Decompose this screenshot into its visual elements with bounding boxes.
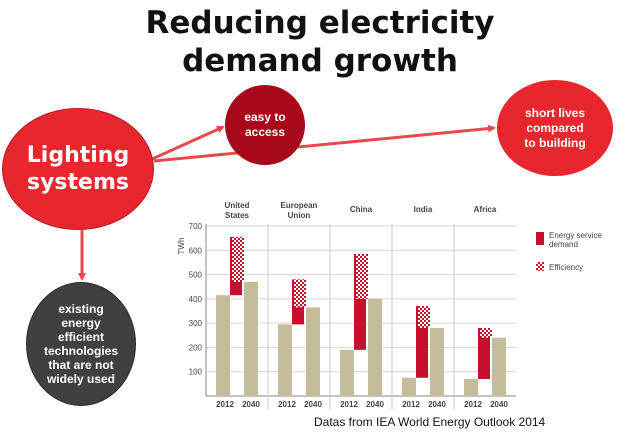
bar-base-2040 [306, 307, 320, 396]
y-tick-label: 200 [189, 343, 203, 352]
x-tick-label: 2012 [340, 400, 358, 409]
source-note: Datas from IEA World Energy Outlook 2014 [314, 415, 546, 429]
x-tick-label: 2040 [304, 400, 322, 409]
bar-efficiency [232, 236, 244, 282]
x-tick-label: 2040 [242, 400, 260, 409]
bar-base-2012 [340, 349, 354, 396]
existing-technologies-bubble: existing energy efficient technologies t… [26, 282, 136, 406]
bar-efficiency [480, 328, 492, 338]
legend-swatch-efficiency [536, 262, 544, 271]
region-label: Union [288, 211, 311, 220]
bar-base-2040 [368, 298, 382, 396]
x-tick-label: 2012 [216, 400, 234, 409]
bar-base-2012 [464, 379, 478, 396]
bar-efficiency [294, 279, 306, 308]
x-tick-label: 2012 [402, 400, 420, 409]
y-tick-label: 600 [189, 246, 203, 255]
y-tick-label: 500 [189, 271, 203, 280]
x-tick-label: 2040 [428, 400, 446, 409]
bar-demand [478, 328, 490, 379]
bar-base-2040 [492, 337, 506, 396]
x-tick-label: 2040 [366, 400, 384, 409]
x-tick-label: 2012 [278, 400, 296, 409]
bar-base-2040 [430, 328, 444, 396]
lighting-systems-bubble: Lighting systems [2, 108, 154, 230]
x-tick-label: 2040 [490, 400, 508, 409]
x-tick-label: 2012 [464, 400, 482, 409]
legend-label-demand: Energy service [549, 231, 602, 240]
short-lives-bubble: short lives compared to building [497, 80, 613, 176]
legend-label-demand-2: demand [549, 240, 578, 249]
region-label: United [225, 201, 250, 210]
easy-to-access-bubble: easy to access [225, 85, 305, 165]
bar-base-2012 [278, 324, 292, 396]
bar-efficiency [418, 306, 430, 328]
legend-label-efficiency: Efficiency [549, 263, 583, 272]
y-tick-label: 700 [189, 222, 203, 231]
y-axis-label: TWh [177, 238, 186, 255]
region-label: India [414, 205, 433, 214]
y-tick-label: 400 [189, 295, 203, 304]
bar-base-2012 [216, 295, 230, 396]
bar-efficiency [356, 253, 368, 299]
region-label: Africa [474, 205, 497, 214]
bar-base-2040 [244, 281, 258, 396]
region-label: States [225, 211, 250, 220]
arrow-to-easy [149, 125, 225, 162]
arrow-to-short-lives [153, 124, 496, 163]
bar-base-2012 [402, 377, 416, 396]
region-label: China [350, 205, 373, 214]
slide-title: Reducing electricity demand growth [145, 5, 495, 79]
y-tick-label: 300 [189, 319, 203, 328]
region-label: European [281, 201, 318, 210]
y-tick-label: 100 [189, 368, 203, 377]
legend-swatch-demand [536, 232, 544, 245]
